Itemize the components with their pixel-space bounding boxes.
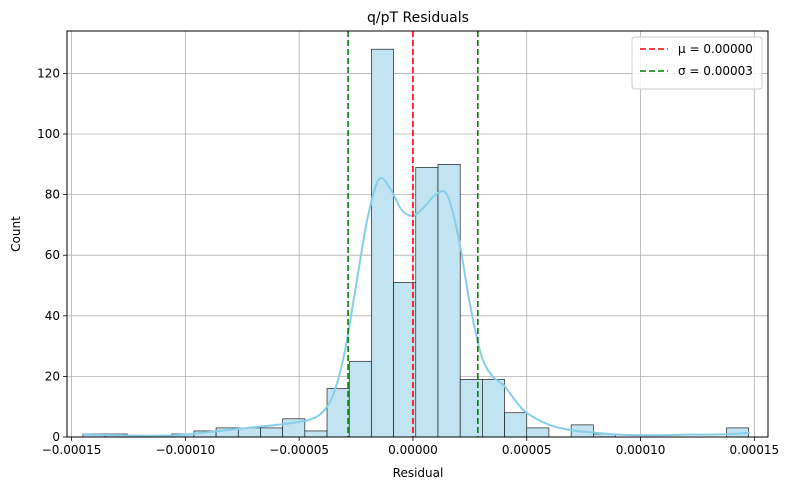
x-tick-label: 0.00000: [388, 443, 438, 457]
histogram-bar: [482, 379, 505, 438]
legend-label: σ = 0.00003: [678, 64, 753, 78]
histogram-bar: [504, 412, 528, 438]
y-tick-label: 40: [45, 309, 60, 323]
x-tick-label: 0.00005: [502, 443, 552, 457]
histogram-bars: [82, 48, 749, 438]
x-axis-ticks: −0.00015 −0.00010 −0.00005 0.00000 0.00005 0.…: [42, 437, 779, 457]
y-tick-label: 20: [45, 369, 60, 383]
histogram-bar: [260, 427, 283, 438]
histogram-bar: [348, 360, 372, 438]
histogram-bar: [415, 167, 439, 438]
x-tick-label: −0.00005: [269, 443, 329, 457]
y-tick-label: 120: [37, 66, 60, 80]
histogram-bar: [304, 430, 328, 438]
x-axis-title: Residual: [393, 466, 444, 480]
x-tick-label: 0.00015: [730, 443, 780, 457]
y-tick-label: 100: [37, 127, 60, 141]
chart-title: q/pT Residuals: [367, 10, 469, 26]
histogram-bar: [526, 427, 550, 438]
y-axis-title: Count: [9, 216, 23, 252]
y-tick-label: 0: [52, 430, 60, 444]
kde-curve: [82, 177, 750, 437]
x-tick-label: 0.00010: [616, 443, 666, 457]
histogram-bar: [371, 48, 394, 438]
legend: μ = 0.00000 σ = 0.00003: [631, 36, 763, 90]
histogram-bar: [437, 164, 461, 438]
legend-box: [631, 36, 763, 90]
histogram-bar: [459, 379, 483, 438]
y-tick-label: 80: [45, 188, 60, 202]
kde-layer: [82, 177, 750, 437]
y-axis-ticks: 0 20 40 60 80 100 120: [37, 66, 67, 444]
x-tick-label: −0.00010: [156, 443, 216, 457]
x-tick-label: −0.00015: [42, 443, 102, 457]
reference-lines: [347, 31, 479, 437]
plot-frame: [66, 30, 769, 438]
y-tick-label: 60: [45, 248, 60, 262]
histogram-bar: [326, 388, 350, 438]
legend-label: μ = 0.00000: [678, 42, 753, 56]
